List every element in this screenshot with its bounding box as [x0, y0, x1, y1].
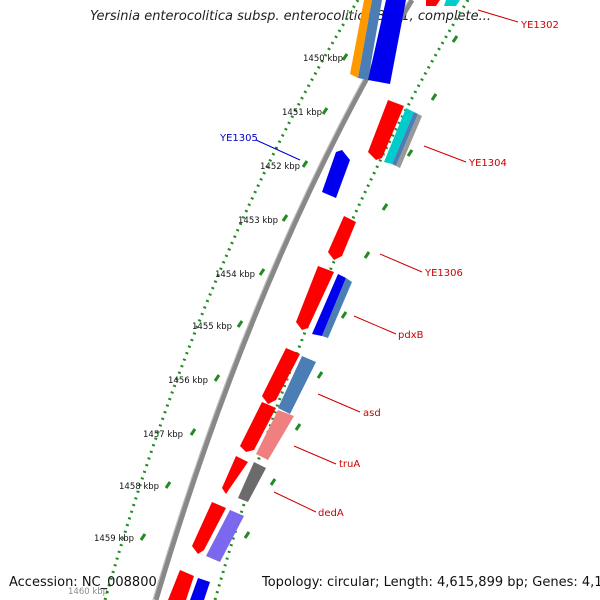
backbone-line-highlight: [152, 0, 410, 600]
leader-YE1302: [477, 9, 519, 23]
gene-label-YE1306[interactable]: YE1306: [424, 268, 463, 279]
major-ticks-inner: [243, 35, 459, 539]
gene-feature-orange[interactable]: [350, 0, 372, 78]
leader-YE1305: [255, 139, 301, 161]
genes-inner-strand: [368, 100, 422, 168]
gene-feature-gray[interactable]: [396, 114, 422, 168]
gene-leader-lines: [255, 9, 519, 513]
gene-feature-cyan[interactable]: [384, 108, 414, 164]
gene-feature-blue[interactable]: [312, 274, 346, 336]
gene-feature-YE1305[interactable]: [322, 150, 350, 198]
accession-text: Accession: NC_008800: [9, 575, 157, 590]
leader-dedA: [273, 491, 317, 513]
gene-feature-pink[interactable]: [256, 410, 294, 460]
kbp-label: 1460 kbp: [68, 587, 108, 597]
kbp-label: 1453 kbp: [238, 216, 278, 226]
scale-track-outer: [103, 0, 360, 600]
kbp-label: 1455 kbp: [192, 322, 232, 332]
leader-asd: [317, 393, 361, 413]
leader-YE1306: [379, 253, 423, 273]
kbp-label: 1452 kbp: [260, 162, 300, 172]
kbp-label: 1456 kbp: [168, 376, 208, 386]
gene-feature-red[interactable]: [262, 348, 300, 404]
gene-feature-steelblue[interactable]: [358, 0, 382, 80]
backbone-line: [153, 0, 415, 600]
gene-feature-blue[interactable]: [190, 578, 210, 600]
leader-truA: [293, 445, 337, 465]
gene-labels: YE1302 YE1304 YE1305 YE1306 pdxB asd tru…: [219, 20, 559, 519]
gene-feature-red[interactable]: [426, 0, 440, 6]
gene-feature-red[interactable]: [296, 266, 334, 330]
gene-feature-steelblue[interactable]: [278, 356, 316, 414]
gene-feature-red[interactable]: [240, 402, 276, 452]
gene-feature-red[interactable]: [222, 456, 248, 494]
gene-label-asd[interactable]: asd: [363, 408, 381, 419]
gene-label-YE1302[interactable]: YE1302: [520, 20, 559, 31]
gene-feature-steelblue[interactable]: [392, 112, 418, 166]
gene-feature-steelblue[interactable]: [322, 278, 352, 338]
kbp-label: 1457 kbp: [143, 430, 183, 440]
genome-summary-text: Topology: circular; Length: 4,615,899 bp…: [262, 575, 600, 590]
major-ticks-outer: [139, 53, 349, 541]
gene-label-dedA[interactable]: dedA: [318, 508, 344, 519]
kbp-label: 1450 kbp: [303, 54, 343, 64]
gene-feature-blue[interactable]: [368, 0, 406, 84]
gene-label-YE1305[interactable]: YE1305: [219, 133, 258, 144]
gene-label-truA[interactable]: truA: [339, 459, 360, 470]
gene-feature-cyan[interactable]: [444, 0, 460, 6]
leader-pdxB: [353, 315, 397, 335]
gene-feature-red[interactable]: [168, 570, 194, 600]
kbp-labels: 1450 kbp 1451 kbp 1452 kbp 1453 kbp 1454…: [68, 54, 343, 597]
kbp-label: 1459 kbp: [94, 534, 134, 544]
gene-feature-slate[interactable]: [206, 510, 244, 562]
kbp-label: 1451 kbp: [282, 108, 322, 118]
leader-YE1304: [423, 145, 467, 163]
gene-feature-YE1306[interactable]: [328, 216, 356, 260]
gene-feature-YE1304[interactable]: [368, 100, 404, 160]
kbp-label: 1458 kbp: [119, 482, 159, 492]
gene-label-YE1304[interactable]: YE1304: [468, 158, 507, 169]
gene-feature-red[interactable]: [192, 502, 226, 554]
gene-label-pdxB[interactable]: pdxB: [398, 330, 424, 341]
gene-feature-gray[interactable]: [238, 462, 266, 502]
kbp-label: 1454 kbp: [215, 270, 255, 280]
genes-outer-strand: [168, 0, 460, 600]
